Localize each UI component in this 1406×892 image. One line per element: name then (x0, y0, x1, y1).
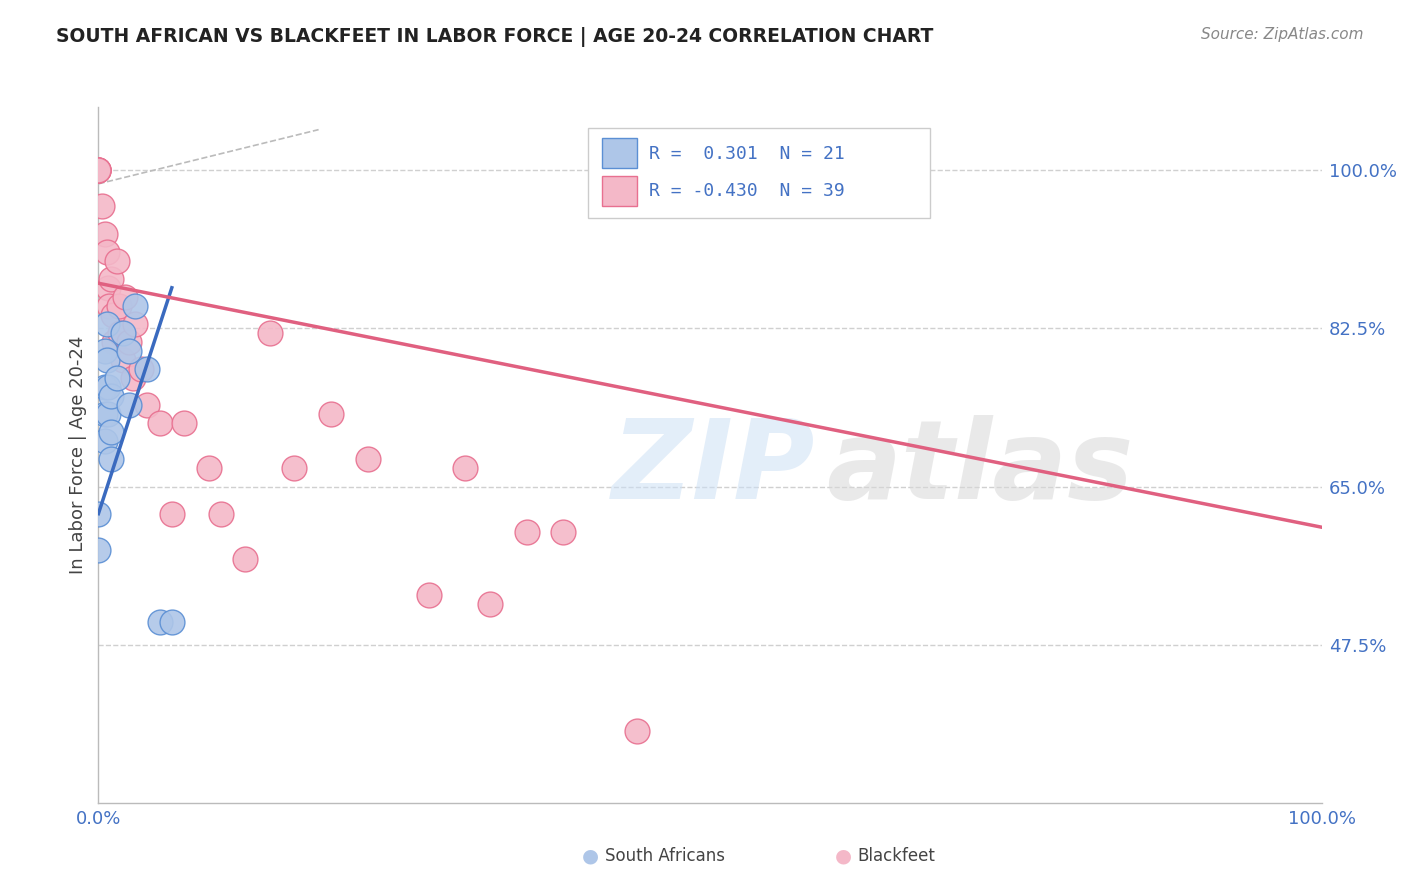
Point (319, 407, 342, 421)
Point (259, 326, 281, 340)
Point (283, 461, 305, 475)
Point (101, 308, 124, 322)
Point (118, 344, 141, 359)
Text: ●: ● (835, 847, 852, 866)
Point (110, 326, 132, 340)
Point (124, 299, 146, 313)
Bar (602, 138, 637, 169)
Text: Source: ZipAtlas.com: Source: ZipAtlas.com (1201, 27, 1364, 42)
Point (111, 326, 134, 340)
Point (105, 253, 128, 268)
Point (87, 507, 110, 521)
Point (118, 334, 141, 349)
Point (160, 507, 183, 521)
Point (93, 407, 115, 421)
Point (418, 588, 440, 602)
Point (96, 317, 118, 331)
Point (478, 597, 501, 611)
Point (100, 425, 122, 440)
Point (97, 281, 120, 295)
Point (93, 434, 115, 449)
Point (103, 334, 125, 349)
Point (91, 199, 114, 213)
Point (356, 452, 378, 467)
Point (98, 299, 121, 313)
Point (93, 227, 115, 241)
Point (136, 398, 159, 412)
Text: ●: ● (582, 847, 599, 866)
Point (173, 417, 195, 431)
Point (105, 371, 128, 385)
Point (160, 615, 183, 629)
Bar (602, 176, 637, 206)
Text: ZIP: ZIP (612, 416, 815, 523)
Point (124, 317, 146, 331)
Point (100, 452, 122, 467)
Point (114, 290, 136, 304)
Point (96, 353, 118, 368)
Point (93, 380, 115, 394)
Point (97, 407, 120, 421)
Point (209, 507, 232, 521)
Point (97, 380, 120, 394)
Point (87, 163, 110, 178)
Point (118, 398, 141, 412)
Point (136, 362, 159, 376)
Text: South Africans: South Africans (605, 847, 724, 865)
Point (87, 542, 110, 557)
Text: Blackfeet: Blackfeet (858, 847, 935, 865)
Point (454, 461, 477, 475)
Point (96, 244, 118, 259)
Point (87, 163, 110, 178)
Point (149, 417, 172, 431)
Point (93, 344, 115, 359)
Point (129, 362, 152, 376)
Text: SOUTH AFRICAN VS BLACKFEET IN LABOR FORCE | AGE 20-24 CORRELATION CHART: SOUTH AFRICAN VS BLACKFEET IN LABOR FORC… (56, 27, 934, 46)
Y-axis label: In Labor Force | Age 20-24: In Labor Force | Age 20-24 (69, 335, 87, 574)
Point (100, 389, 122, 403)
Point (100, 271, 122, 285)
Point (121, 371, 143, 385)
Point (111, 353, 134, 368)
Text: R =  0.301  N = 21: R = 0.301 N = 21 (650, 145, 845, 162)
Point (233, 551, 256, 566)
Point (515, 524, 537, 539)
Point (108, 299, 131, 313)
Text: R = -0.430  N = 39: R = -0.430 N = 39 (650, 182, 845, 200)
Point (87, 163, 110, 178)
Point (87, 163, 110, 178)
Text: atlas: atlas (827, 416, 1133, 523)
Point (197, 461, 219, 475)
Point (87, 163, 110, 178)
Point (626, 723, 648, 738)
Point (553, 524, 575, 539)
FancyBboxPatch shape (588, 128, 931, 219)
Point (149, 615, 172, 629)
